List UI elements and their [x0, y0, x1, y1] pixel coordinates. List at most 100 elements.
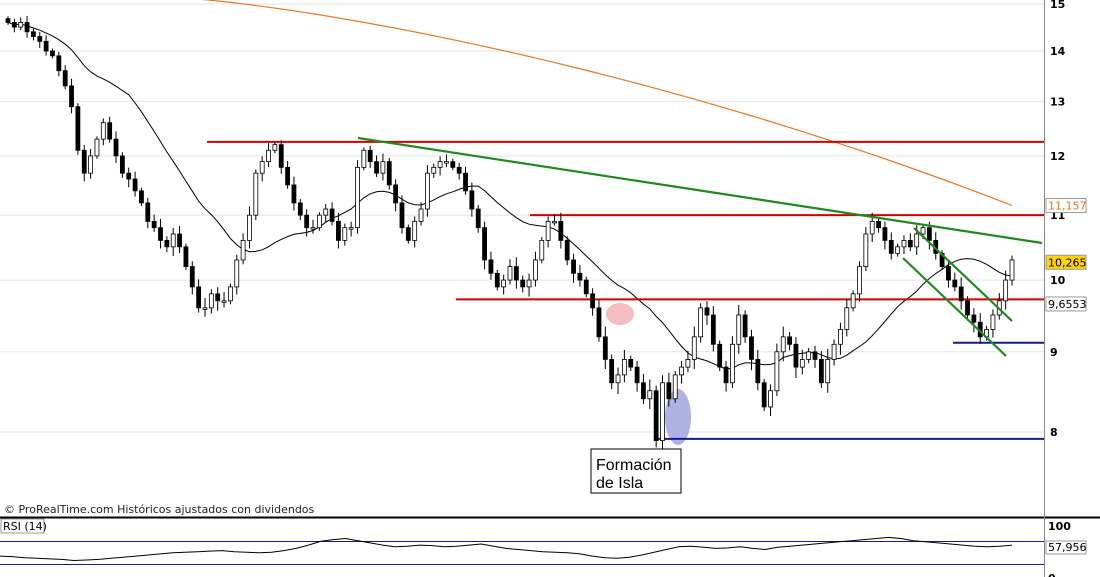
- candle-body-down: [628, 359, 634, 368]
- candle-body-down: [513, 266, 519, 281]
- candle-body-down: [787, 336, 792, 345]
- candle-body-down: [196, 286, 202, 309]
- price-tick-label: 9: [1050, 346, 1058, 359]
- candle-body-up: [316, 214, 322, 229]
- rsi-title-box: [0, 518, 45, 534]
- candle-body-down: [31, 31, 36, 37]
- candle-body-up: [545, 220, 551, 241]
- price-tag-label: 9,6553: [1048, 298, 1087, 311]
- candle-body-down: [215, 293, 221, 302]
- candle-body-up: [621, 359, 627, 376]
- price-tag-box: [1045, 254, 1087, 270]
- moving-average-short-line: [7, 21, 1013, 370]
- rsi-tick-0: 0: [1048, 572, 1056, 577]
- candle-body-up: [774, 351, 780, 392]
- candle-body-up: [533, 259, 538, 281]
- candle-body-down: [285, 166, 290, 186]
- candle-body-up: [857, 266, 862, 295]
- annotation-line-2: de Isla: [596, 475, 643, 492]
- candle-body-down: [107, 122, 113, 140]
- candle-body-down: [958, 286, 964, 302]
- candle-body-down: [488, 259, 494, 274]
- candle-body-up: [170, 233, 176, 248]
- price-tick-label: 14: [1050, 45, 1066, 58]
- candle-body-up: [412, 220, 418, 241]
- price-tag-label: 10,265: [1048, 256, 1087, 269]
- candle-body-down: [590, 293, 596, 309]
- candle-body-down: [393, 184, 399, 204]
- candle-body-up: [88, 155, 94, 174]
- candle-body-down: [571, 259, 576, 274]
- price-tick-label: 15: [1050, 0, 1065, 11]
- candle-body-down: [653, 390, 659, 441]
- candle-body-down: [876, 220, 881, 229]
- candle-body-up: [768, 390, 773, 408]
- candle-body-up: [831, 343, 837, 360]
- data-credit: © ProRealTime.com Históricos ajustados c…: [4, 503, 315, 516]
- candle-body-up: [806, 351, 812, 360]
- candle-body-up: [863, 233, 869, 267]
- candle-body-up: [507, 266, 513, 281]
- price-tick-label: 10: [1050, 274, 1066, 287]
- candle-body-up: [266, 149, 271, 163]
- candle-body-down: [5, 18, 11, 23]
- candle-body-down: [755, 359, 761, 384]
- candle-body-down: [37, 36, 43, 42]
- candle-body-up: [1003, 279, 1009, 302]
- candle-body-up: [361, 149, 367, 168]
- candle-body-down: [139, 190, 144, 204]
- candle-body-up: [253, 172, 259, 216]
- candle-body-down: [469, 190, 475, 210]
- candle-body-up: [424, 172, 430, 210]
- candle-body-up: [348, 227, 354, 230]
- candle-body-up: [1009, 259, 1015, 281]
- candle-body-down: [602, 336, 608, 360]
- candle-body-up: [100, 122, 106, 140]
- candle-body-down: [596, 307, 602, 338]
- candle-body-down: [297, 202, 303, 216]
- candle-body-down: [336, 220, 341, 241]
- candle-body-down: [710, 314, 716, 345]
- candle-body-up: [202, 307, 208, 310]
- rsi-value-label: 57,956: [1048, 541, 1087, 554]
- candle-body-down: [24, 22, 30, 33]
- candle-body-down: [329, 208, 335, 222]
- candle-body-down: [183, 246, 189, 267]
- candle-body-up: [869, 220, 875, 235]
- candle-body-down: [888, 239, 894, 254]
- candle-body-down: [641, 382, 646, 400]
- candle-body-up: [355, 166, 360, 229]
- candle-body-up: [780, 336, 786, 353]
- candle-body-up: [660, 382, 665, 441]
- candle-body-down: [907, 239, 913, 248]
- candle-body-down: [386, 161, 392, 186]
- candle-body-down: [494, 272, 500, 288]
- rsi-title: RSI (14): [3, 520, 47, 533]
- candle-body-down: [564, 239, 570, 261]
- candle-body-up: [914, 233, 920, 248]
- candle-body-up: [259, 161, 265, 174]
- price-panel-background: [0, 0, 1044, 517]
- candle-body-up: [247, 214, 252, 241]
- candle-body-down: [177, 233, 182, 248]
- candle-body-down: [304, 214, 310, 229]
- candle-body-up: [736, 314, 742, 345]
- candle-body-up: [844, 307, 850, 330]
- candle-body-down: [405, 227, 411, 241]
- candle-body-down: [11, 22, 17, 28]
- candle-body-down: [56, 55, 62, 72]
- candle-body-up: [208, 293, 214, 309]
- candle-body-down: [793, 343, 799, 368]
- candle-body-down: [577, 272, 583, 281]
- candle-body-up: [526, 279, 532, 288]
- rsi-panel: RSI (14) 100 0 57,956: [0, 518, 1087, 577]
- candle-body-down: [164, 239, 170, 248]
- candle-body-up: [418, 208, 424, 222]
- candle-body-down: [145, 202, 151, 222]
- candle-body-up: [431, 166, 437, 174]
- candle-body-up: [990, 314, 996, 330]
- candle-body-up: [228, 286, 233, 302]
- candle-body-up: [838, 329, 843, 345]
